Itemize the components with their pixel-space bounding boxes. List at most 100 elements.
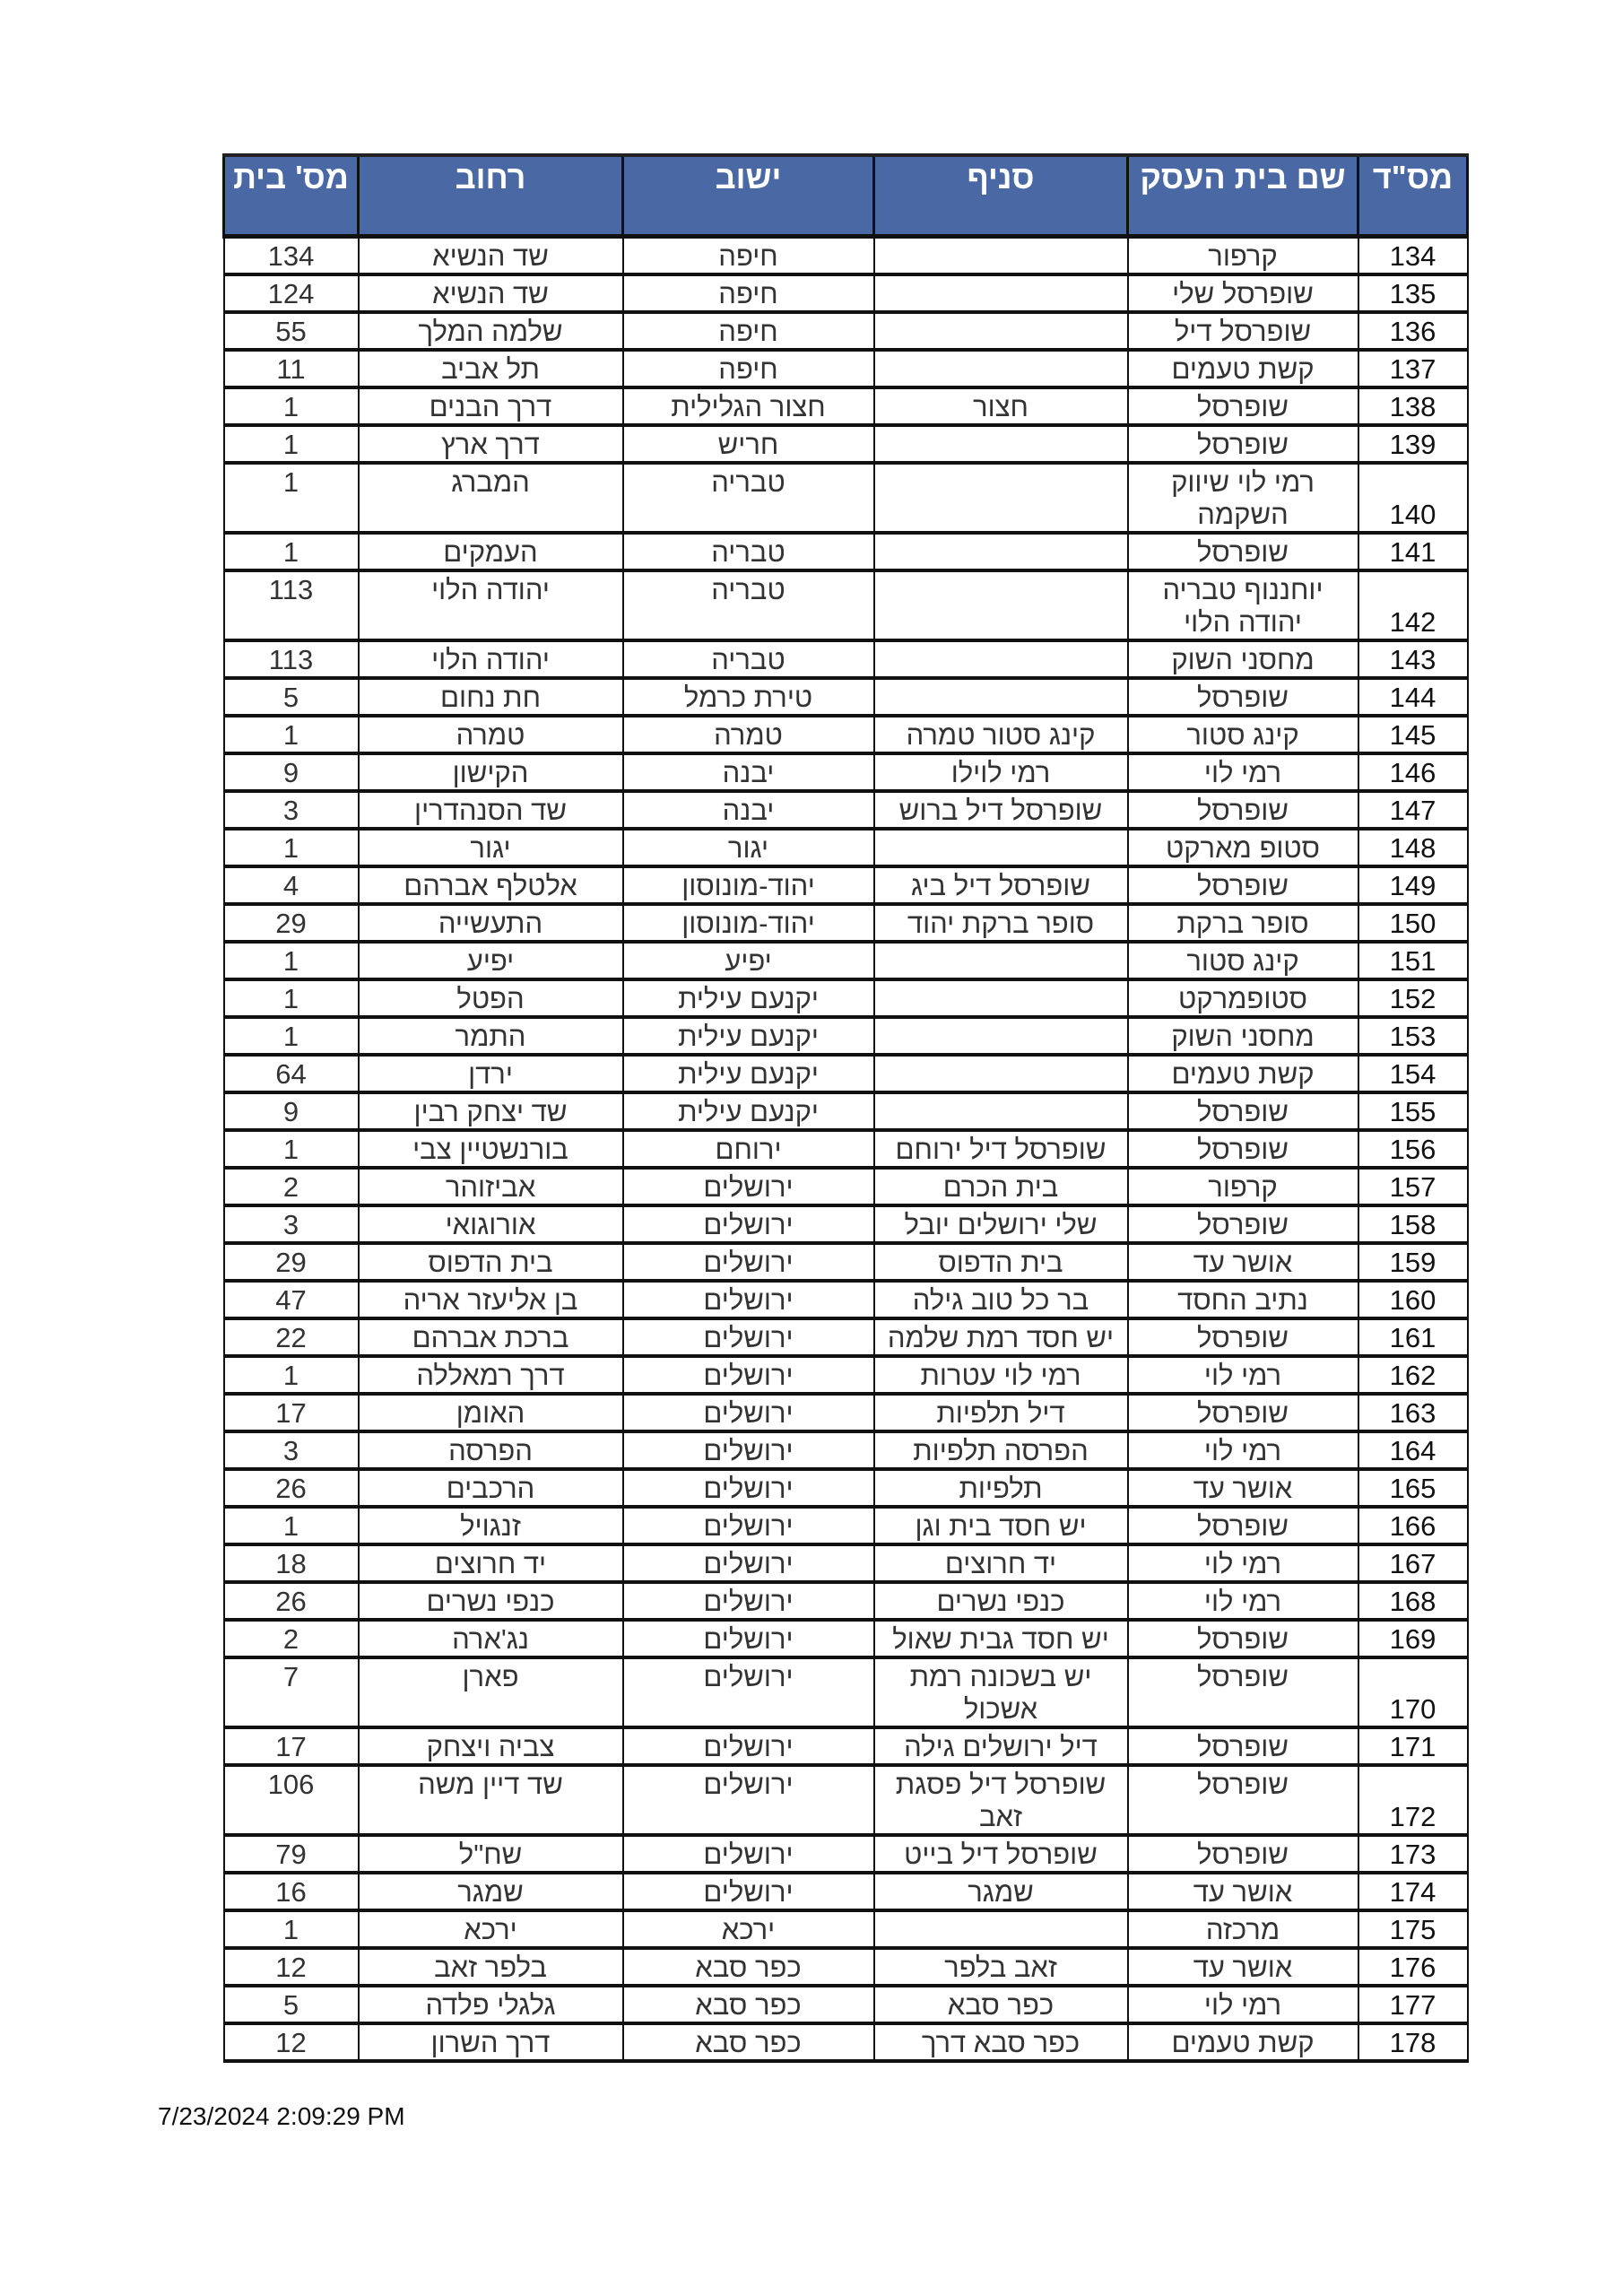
cell-serial: 160 [1357, 1281, 1469, 1320]
table-row: 168 רמי לוי כנפי נשרים ירושלים כנפי נשרים 26 [222, 1582, 1469, 1622]
cell-street: יהודה הלוי [357, 570, 624, 642]
col-header-business-name: שם בית העסק [1126, 153, 1359, 239]
cell-serial: 166 [1357, 1507, 1469, 1546]
cell-street: יגור [357, 829, 624, 868]
cell-business-name: מחסני השוק [1126, 640, 1359, 680]
table-row: 146 רמי לוי רמי לוילו יבנה הקישון 9 [222, 753, 1469, 793]
cell-city: ירושלים [621, 1205, 875, 1245]
cell-serial: 140 [1357, 463, 1469, 535]
print-timestamp: 7/23/2024 2:09:29 PM [158, 2102, 405, 2130]
cell-serial: 176 [1357, 1948, 1469, 1987]
cell-serial: 167 [1357, 1544, 1469, 1584]
cell-branch: כנפי נשרים [872, 1582, 1129, 1622]
col-header-serial: מס"ד [1357, 153, 1469, 239]
cell-serial: 151 [1357, 942, 1469, 981]
table-row: 166 שופרסל יש חסד בית וגן ירושלים זנגויל 1 [222, 1507, 1469, 1546]
cell-serial: 152 [1357, 979, 1469, 1019]
header-row: מס"ד שם בית העסק סניף ישוב רחוב מס' בית [222, 153, 1469, 239]
cell-street: התמר [357, 1017, 624, 1057]
cell-serial: 144 [1357, 678, 1469, 718]
cell-house-number: 22 [222, 1318, 360, 1358]
cell-business-name: רמי לוי [1126, 1986, 1359, 2025]
cell-serial: 173 [1357, 1835, 1469, 1874]
cell-city: ירושלים [621, 1356, 875, 1396]
cell-branch: כפר סבא [872, 1986, 1129, 2025]
cell-business-name: סטופ מארקט [1126, 829, 1359, 868]
cell-house-number: 4 [222, 866, 360, 906]
cell-business-name: שופרסל [1126, 1092, 1359, 1132]
cell-branch [872, 533, 1129, 572]
cell-branch [872, 640, 1129, 680]
cell-city: כפר סבא [621, 1948, 875, 1987]
table-row: 151 קינג סטור יפיע יפיע 1 [222, 942, 1469, 981]
cell-street: כנפי נשרים [357, 1582, 624, 1622]
cell-branch [872, 1092, 1129, 1132]
cell-business-name: שופרסל [1126, 1130, 1359, 1170]
cell-serial: 177 [1357, 1986, 1469, 2025]
cell-serial: 148 [1357, 829, 1469, 868]
cell-branch [872, 678, 1129, 718]
cell-serial: 170 [1357, 1657, 1469, 1729]
table-row: 135 שופרסל שלי חיפה שד הנשיא 124 [222, 274, 1469, 314]
cell-serial: 138 [1357, 387, 1469, 427]
cell-city: חריש [621, 425, 875, 465]
cell-house-number: 26 [222, 1469, 360, 1509]
table-row: 138 שופרסל חצור חצור הגלילית דרך הבנים 1 [222, 387, 1469, 427]
cell-serial: 159 [1357, 1243, 1469, 1283]
cell-serial: 164 [1357, 1431, 1469, 1471]
cell-serial: 161 [1357, 1318, 1469, 1358]
cell-house-number: 1 [222, 716, 360, 755]
cell-branch [872, 942, 1129, 981]
cell-business-name: יוחננוף טבריה יהודה הלוי [1126, 570, 1359, 642]
table-row: 134 קרפור חיפה שד הנשיא 134 [222, 236, 1469, 276]
cell-branch [872, 570, 1129, 642]
cell-business-name: רמי לוי שיווק השקמה [1126, 463, 1359, 535]
cell-city: כפר סבא [621, 1986, 875, 2025]
cell-branch: הפרסה תלפיות [872, 1431, 1129, 1471]
cell-business-name: שופרסל [1126, 1727, 1359, 1767]
cell-city: חצור הגלילית [621, 387, 875, 427]
cell-business-name: שופרסל [1126, 425, 1359, 465]
cell-branch [872, 1055, 1129, 1094]
cell-serial: 178 [1357, 2023, 1469, 2063]
table-row: 170 שופרסל יש בשכונה רמת אשכול ירושלים פארן 7 [222, 1657, 1469, 1729]
cell-street: אורוגואי [357, 1205, 624, 1245]
cell-city: יגור [621, 829, 875, 868]
cell-street: שד הנשיא [357, 274, 624, 314]
cell-business-name: שופרסל [1126, 1394, 1359, 1433]
cell-street: הפרסה [357, 1431, 624, 1471]
cell-business-name: שופרסל דיל [1126, 312, 1359, 352]
cell-business-name: רמי לוי [1126, 1356, 1359, 1396]
cell-city: ירושלים [621, 1281, 875, 1320]
cell-house-number: 55 [222, 312, 360, 352]
cell-street: צביה ויצחק [357, 1727, 624, 1767]
cell-city: טבריה [621, 570, 875, 642]
cell-house-number: 2 [222, 1620, 360, 1659]
col-header-city: ישוב [621, 153, 875, 239]
cell-city: חיפה [621, 350, 875, 389]
cell-house-number: 1 [222, 425, 360, 465]
cell-branch: כפר סבא דרך [872, 2023, 1129, 2063]
cell-house-number: 134 [222, 236, 360, 276]
cell-house-number: 12 [222, 1948, 360, 1987]
cell-street: בן אליעזר אריה [357, 1281, 624, 1320]
cell-branch: שופרסל דיל בייט [872, 1835, 1129, 1874]
cell-serial: 158 [1357, 1205, 1469, 1245]
cell-business-name: קרפור [1126, 236, 1359, 276]
cell-business-name: סופר ברקת [1126, 904, 1359, 944]
table-row: 141 שופרסל טבריה העמקים 1 [222, 533, 1469, 572]
cell-city: יבנה [621, 753, 875, 793]
cell-business-name: רמי לוי [1126, 1431, 1359, 1471]
table-row: 162 רמי לוי רמי לוי עטרות ירושלים דרך רמאללה… [222, 1356, 1469, 1396]
cell-city: יקנעם עילית [621, 979, 875, 1019]
table-row: 149 שופרסל שופרסל דיל ביג יהוד-מונוסון אלטלף… [222, 866, 1469, 906]
cell-branch: זאב בלפר [872, 1948, 1129, 1987]
cell-serial: 135 [1357, 274, 1469, 314]
cell-street: גלגלי פלדה [357, 1986, 624, 2025]
cell-house-number: 5 [222, 678, 360, 718]
cell-serial: 136 [1357, 312, 1469, 352]
cell-business-name: שופרסל [1126, 1765, 1359, 1837]
cell-business-name: קשת טעמים [1126, 2023, 1359, 2063]
cell-street: פארן [357, 1657, 624, 1729]
table-row: 143 מחסני השוק טבריה יהודה הלוי 113 [222, 640, 1469, 680]
